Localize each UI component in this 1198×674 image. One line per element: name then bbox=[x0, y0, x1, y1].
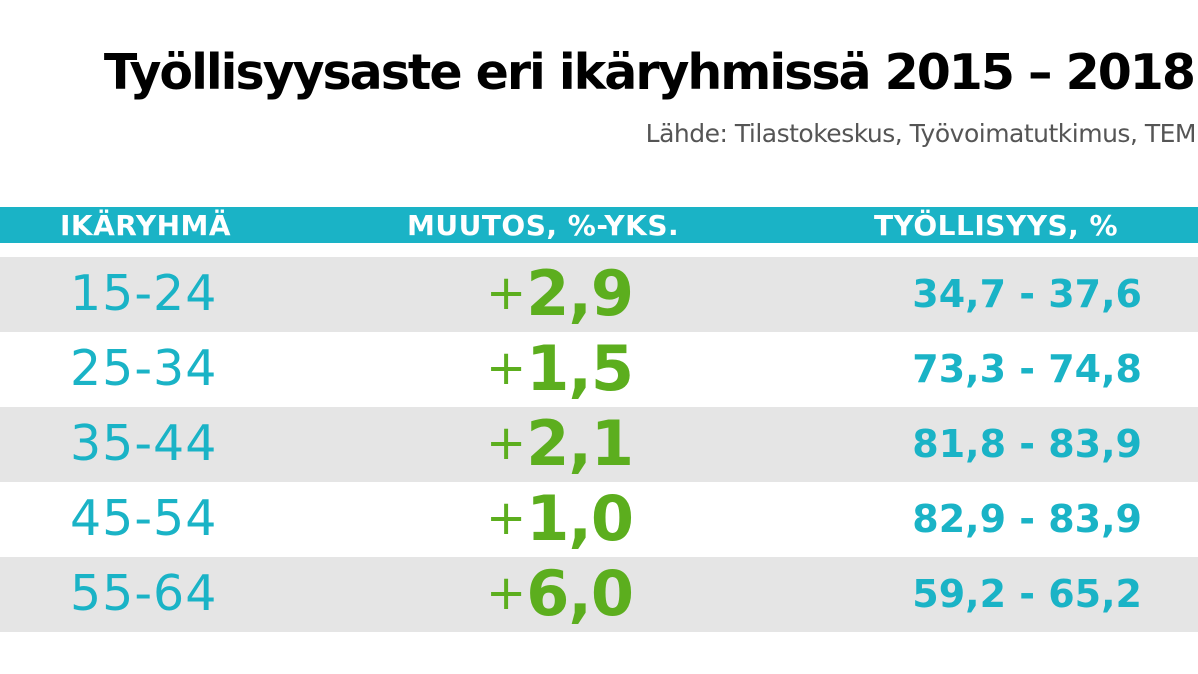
change-sign: + bbox=[486, 565, 527, 621]
change-value: 2,9 bbox=[526, 257, 634, 330]
table-body: 15-24 +2,9 34,7 - 37,6 25-34 +1,5 73,3 -… bbox=[0, 257, 1198, 632]
employment-range-cell: 81,8 - 83,9 bbox=[912, 422, 1142, 466]
table-row: 55-64 +6,0 59,2 - 65,2 bbox=[0, 557, 1198, 632]
age-group-cell: 35-44 bbox=[70, 415, 218, 472]
employment-range-cell: 34,7 - 37,6 bbox=[912, 272, 1142, 316]
table-row: 15-24 +2,9 34,7 - 37,6 bbox=[0, 257, 1198, 332]
table-header: IKÄRYHMÄ MUUTOS, %-YKS. TYÖLLISYYS, % bbox=[0, 207, 1198, 243]
table-row: 45-54 +1,0 82,9 - 83,9 bbox=[0, 482, 1198, 557]
employment-range-cell: 73,3 - 74,8 bbox=[912, 347, 1142, 391]
change-cell: +1,5 bbox=[486, 338, 634, 400]
change-value: 1,5 bbox=[526, 332, 634, 405]
change-sign: + bbox=[486, 415, 527, 471]
change-value: 2,1 bbox=[526, 407, 634, 480]
change-cell: +2,9 bbox=[486, 263, 634, 325]
header-employment: TYÖLLISYYS, % bbox=[874, 209, 1119, 242]
employment-range-cell: 82,9 - 83,9 bbox=[912, 497, 1142, 541]
employment-range-cell: 59,2 - 65,2 bbox=[912, 572, 1142, 616]
change-sign: + bbox=[486, 490, 527, 546]
header-change: MUUTOS, %-YKS. bbox=[407, 209, 680, 242]
age-group-cell: 15-24 bbox=[70, 265, 218, 322]
change-sign: + bbox=[486, 340, 527, 396]
table-row: 25-34 +1,5 73,3 - 74,8 bbox=[0, 332, 1198, 407]
age-group-cell: 45-54 bbox=[70, 490, 218, 547]
change-cell: +2,1 bbox=[486, 413, 634, 475]
age-group-cell: 25-34 bbox=[70, 340, 218, 397]
change-cell: +6,0 bbox=[486, 563, 634, 625]
header-age-group: IKÄRYHMÄ bbox=[60, 209, 232, 242]
change-value: 1,0 bbox=[526, 482, 634, 555]
chart-title: Työllisyysaste eri ikäryhmissä 2015 – 20… bbox=[103, 44, 1196, 101]
table-row: 35-44 +2,1 81,8 - 83,9 bbox=[0, 407, 1198, 482]
change-sign: + bbox=[486, 265, 527, 321]
change-value: 6,0 bbox=[526, 557, 634, 630]
source-note: Lähde: Tilastokeskus, Työvoimatutkimus, … bbox=[645, 119, 1197, 148]
change-cell: +1,0 bbox=[486, 488, 634, 550]
age-group-cell: 55-64 bbox=[70, 565, 218, 622]
